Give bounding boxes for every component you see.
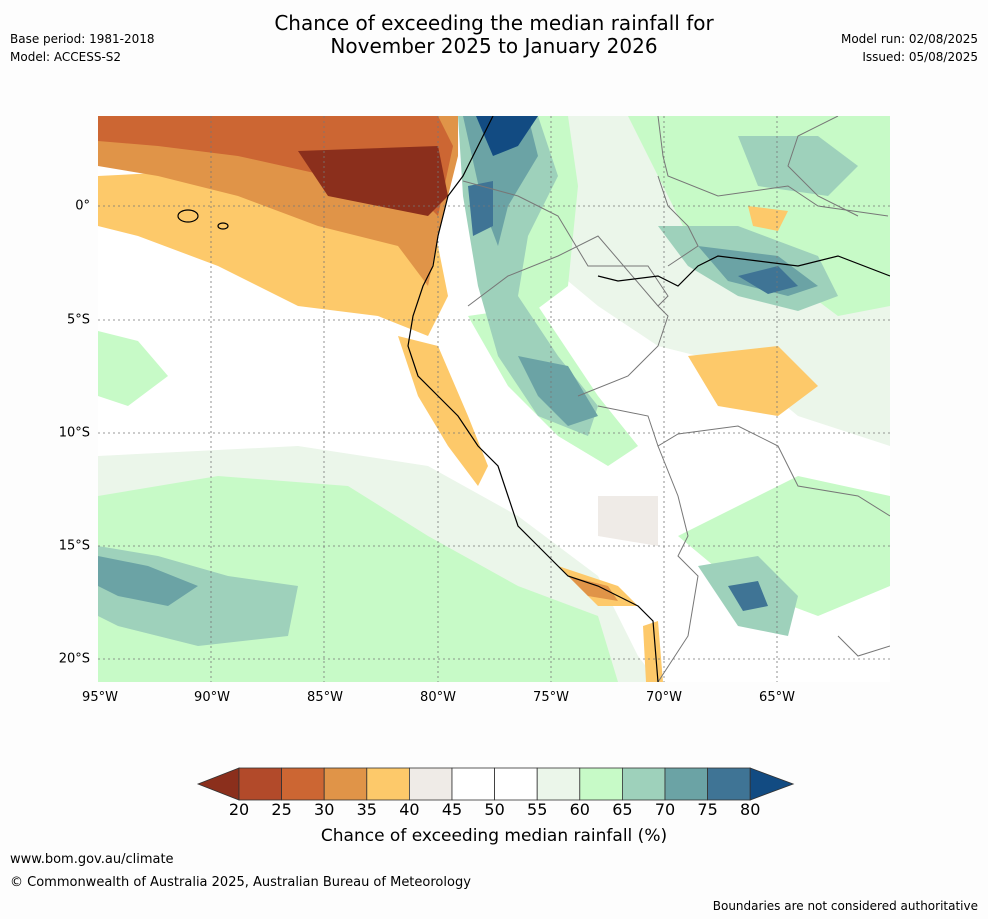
region-blue-east (738, 266, 798, 294)
colorbar (196, 767, 795, 801)
metadata-left: Base period: 1981-2018 Model: ACCESS-S2 (10, 30, 155, 66)
region-blue-coast (468, 181, 493, 236)
lat-label-20s: 20°S (58, 651, 90, 667)
colorbar-cell (408, 767, 453, 801)
footer-url: www.bom.gov.au/climate (10, 852, 174, 867)
map-title: Chance of exceeding the median rainfall … (0, 12, 988, 58)
region-yellow-inland (688, 346, 818, 416)
colorbar-tick-label: 55 (527, 800, 548, 819)
region-deep-blue-north (476, 116, 538, 156)
colorbar-cell (238, 767, 282, 801)
colorbar-cell (494, 767, 538, 801)
coastlines (177, 116, 890, 682)
graticule (98, 116, 890, 682)
colorbar-cells (196, 767, 795, 801)
colorbar-tick-label: 20 (228, 800, 250, 819)
colorbar-tick-label: 75 (697, 800, 718, 819)
lat-label-0: 0° (75, 198, 90, 214)
colorbar-cell (707, 767, 751, 801)
rainfall-map (98, 116, 890, 682)
colorbar-cell (664, 767, 708, 801)
model-name: Model: ACCESS-S2 (10, 50, 122, 64)
colorbar-cell (451, 767, 495, 801)
colorbar-tick-label: 35 (356, 800, 377, 819)
region-slate-inland (518, 356, 598, 426)
metadata-right: Model run: 02/08/2025 Issued: 05/08/2025 (841, 30, 978, 66)
colorbar-tick-label: 65 (612, 800, 633, 819)
region-yellow-far-south (643, 621, 663, 682)
region-tan-spots (598, 496, 658, 546)
region-dark-red-core (298, 146, 448, 216)
region-blue-southeast (728, 581, 768, 611)
lon-label-85w: 85°W (307, 690, 343, 705)
issued-date: Issued: 05/08/2025 (862, 50, 978, 64)
region-slate-coast (463, 116, 538, 246)
lon-label-65w: 65°W (759, 690, 795, 705)
lat-label-10s: 10°S (58, 425, 90, 441)
colorbar-arrow-low (196, 767, 240, 801)
region-rust-north (98, 116, 453, 216)
colorbar-tick-label: 70 (654, 800, 676, 819)
colorbar-cell (621, 767, 666, 801)
region-orange-south-coast (568, 576, 618, 601)
colorbar-cell (536, 767, 581, 801)
colorbar-tick-label: 80 (740, 800, 761, 819)
lat-label-5s: 5°S (66, 312, 90, 328)
colorbar-cell (281, 767, 325, 801)
colorbar-cell (323, 767, 368, 801)
colorbar-tick-label: 25 (271, 800, 292, 819)
region-slate-south (98, 556, 198, 606)
national-boundaries (462, 116, 890, 682)
colorbar-cell (579, 767, 623, 801)
lon-label-90w: 90°W (194, 690, 230, 705)
colorbar-tick-label: 60 (569, 800, 590, 819)
footer-note: Boundaries are not considered authoritat… (712, 899, 978, 913)
lon-label-70w: 70°W (646, 690, 682, 705)
base-period: Base period: 1981-2018 (10, 32, 155, 46)
title-line-1: Chance of exceeding the median rainfall … (274, 11, 714, 35)
lon-label-80w: 80°W (420, 690, 456, 705)
region-yellow-coast-strip (398, 336, 488, 486)
colorbar-arrow-high (749, 767, 795, 801)
lon-label-75w: 75°W (533, 690, 569, 705)
lon-label-95w: 95°W (82, 690, 118, 705)
model-run: Model run: 02/08/2025 (840, 32, 978, 46)
footer-copyright: © Commonwealth of Australia 2025, Austra… (10, 875, 471, 890)
lat-label-15s: 15°S (58, 538, 90, 554)
region-green-west (98, 331, 168, 406)
region-yellow-east (748, 206, 788, 231)
colorbar-title: Chance of exceeding median rainfall (%) (320, 826, 668, 846)
colorbar-tick-label: 45 (441, 800, 463, 819)
colorbar-tick-label: 40 (399, 800, 420, 819)
region-teal-northeast (738, 136, 858, 196)
colorbar-cell (366, 767, 410, 801)
colorbar-tick-label: 50 (484, 800, 505, 819)
colorbar-tick-label: 30 (314, 800, 335, 819)
title-line-2: November 2025 to January 2026 (330, 34, 658, 58)
